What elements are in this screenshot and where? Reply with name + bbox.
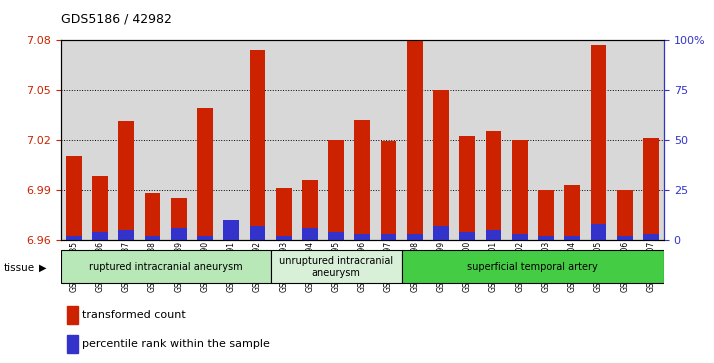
Bar: [433, 225, 449, 240]
Bar: [564, 185, 580, 240]
Bar: [119, 229, 134, 240]
Bar: [66, 335, 78, 353]
Bar: [302, 228, 318, 240]
Bar: [354, 120, 371, 240]
Bar: [61, 250, 271, 283]
Bar: [381, 142, 396, 240]
Text: transformed count: transformed count: [82, 310, 186, 320]
Bar: [66, 156, 81, 240]
Bar: [617, 236, 633, 240]
Bar: [407, 234, 423, 240]
Text: percentile rank within the sample: percentile rank within the sample: [82, 339, 270, 349]
Text: GDS5186 / 42982: GDS5186 / 42982: [61, 13, 171, 26]
Bar: [66, 236, 81, 240]
Bar: [512, 234, 528, 240]
Bar: [512, 140, 528, 240]
Bar: [407, 40, 423, 240]
Bar: [171, 198, 186, 240]
Bar: [276, 236, 291, 240]
Bar: [459, 232, 475, 240]
Bar: [145, 236, 161, 240]
Bar: [250, 225, 266, 240]
Bar: [538, 236, 554, 240]
Bar: [250, 50, 266, 240]
Bar: [302, 180, 318, 240]
Text: ▶: ▶: [39, 262, 47, 273]
Bar: [223, 220, 239, 240]
Bar: [92, 176, 108, 240]
Bar: [486, 131, 501, 240]
Bar: [271, 250, 402, 283]
Bar: [590, 224, 606, 240]
Text: superficial temporal artery: superficial temporal artery: [468, 262, 598, 272]
Bar: [459, 136, 475, 240]
Bar: [276, 188, 291, 240]
Bar: [590, 45, 606, 240]
Bar: [197, 236, 213, 240]
Bar: [381, 234, 396, 240]
Bar: [433, 90, 449, 240]
Bar: [145, 193, 161, 240]
Bar: [171, 228, 186, 240]
Bar: [328, 232, 344, 240]
Text: tissue: tissue: [4, 262, 35, 273]
Bar: [402, 250, 664, 283]
Text: unruptured intracranial
aneurysm: unruptured intracranial aneurysm: [279, 256, 393, 278]
Bar: [197, 108, 213, 240]
Bar: [66, 306, 78, 324]
Bar: [223, 233, 239, 240]
Bar: [564, 236, 580, 240]
Bar: [92, 232, 108, 240]
Bar: [119, 122, 134, 240]
Text: ruptured intracranial aneurysm: ruptured intracranial aneurysm: [89, 262, 243, 272]
Bar: [486, 229, 501, 240]
Bar: [643, 234, 659, 240]
Bar: [354, 234, 371, 240]
Bar: [617, 189, 633, 240]
Bar: [328, 140, 344, 240]
Bar: [643, 138, 659, 240]
Bar: [538, 189, 554, 240]
